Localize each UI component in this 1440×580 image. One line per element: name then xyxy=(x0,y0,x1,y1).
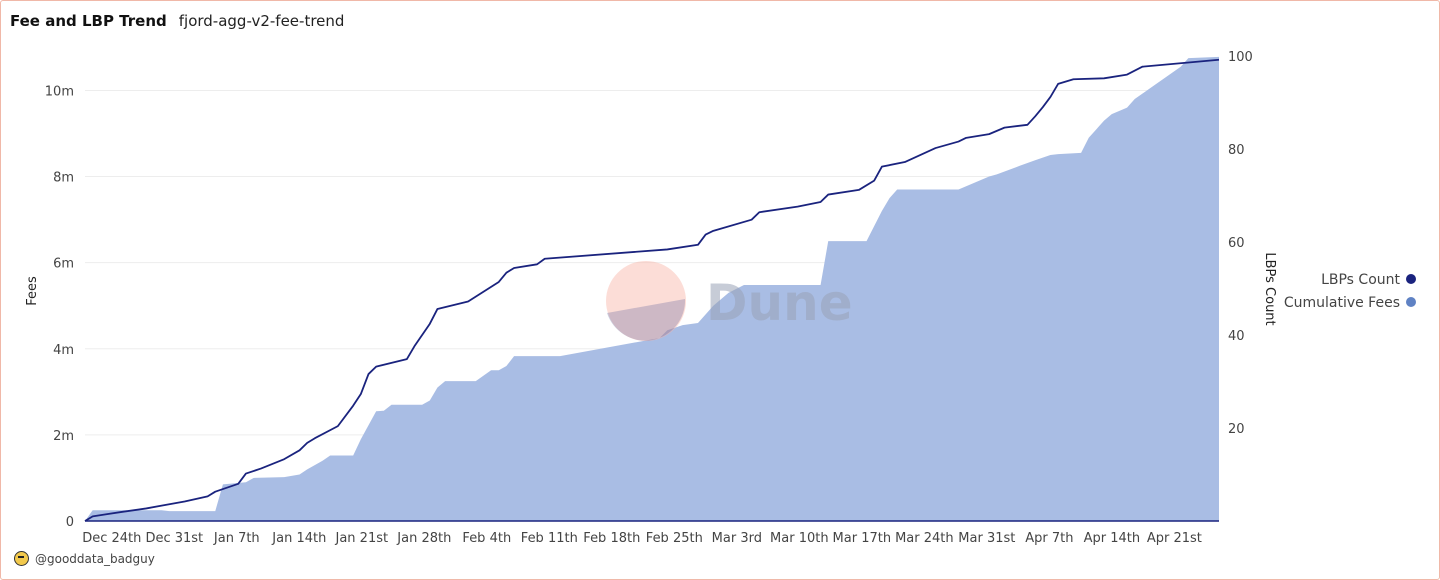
chart-svg: Dune 0 2m 4m 6m 8m 10m 20 40 60 80 100 Dec 24th Dec … xyxy=(25,50,1416,546)
y-right-tick-label: 80 xyxy=(1228,143,1245,158)
y-right-tick-label: 40 xyxy=(1228,329,1245,344)
axes: 0 2m 4m 6m 8m 10m 20 40 60 80 100 Dec 24th Dec 31st J… xyxy=(45,50,1253,546)
x-tick-label: Mar 31st xyxy=(958,531,1015,546)
chart-header: Fee and LBP Trend fjord-agg-v2-fee-trend xyxy=(10,12,344,30)
y-right-tick-label: 100 xyxy=(1228,50,1253,65)
x-tick-label: Jan 7th xyxy=(213,531,260,546)
fees-area xyxy=(85,56,1219,521)
legend-label-lbps[interactable]: LBPs Count xyxy=(1321,272,1400,288)
footer: @gooddata_badguy xyxy=(14,551,155,566)
author-handle[interactable]: @gooddata_badguy xyxy=(35,551,155,566)
y-right-tick-label: 60 xyxy=(1228,236,1245,251)
x-tick-label: Jan 14th xyxy=(271,531,326,546)
lbp-line xyxy=(84,58,1220,522)
x-tick-label: Mar 10th xyxy=(770,531,829,546)
y-right-axis-label: LBPs Count xyxy=(1262,252,1277,325)
legend: LBPs Count Cumulative Fees xyxy=(1284,272,1416,311)
dune-logo-icon xyxy=(606,261,686,341)
x-tick-label: Mar 24th xyxy=(895,531,954,546)
y-left-tick-label: 8m xyxy=(53,171,74,186)
chart-title: Fee and LBP Trend xyxy=(10,12,167,30)
y-left-tick-label: 6m xyxy=(53,257,74,272)
y-left-tick-label: 2m xyxy=(53,429,74,444)
chart-subtitle: fjord-agg-v2-fee-trend xyxy=(178,12,345,30)
legend-label-fees[interactable]: Cumulative Fees xyxy=(1284,295,1400,311)
y-left-tick-label: 0 xyxy=(66,515,74,530)
fees-area-path xyxy=(85,56,1219,521)
x-tick-label: Apr 14th xyxy=(1084,531,1141,546)
y-left-tick-label: 10m xyxy=(45,84,74,99)
x-tick-label: Feb 11th xyxy=(521,531,578,546)
x-tick-label: Jan 21st xyxy=(335,531,389,546)
x-tick-label: Mar 3rd xyxy=(712,531,762,546)
dune-logo-shade xyxy=(607,299,686,341)
x-tick-label: Mar 17th xyxy=(833,531,892,546)
x-tick-label: Apr 7th xyxy=(1025,531,1073,546)
watermark-text: Dune xyxy=(706,274,853,332)
y-right-tick-label: 20 xyxy=(1228,422,1245,437)
x-tick-label: Feb 18th xyxy=(583,531,640,546)
y-left-tick-label: 4m xyxy=(53,343,74,358)
x-tick-label: Jan 28th xyxy=(396,531,451,546)
x-tick-label: Feb 4th xyxy=(462,531,511,546)
dune-watermark: Dune xyxy=(606,261,853,341)
lbp-line-path xyxy=(84,58,1220,522)
legend-dot-lbps[interactable] xyxy=(1406,274,1416,284)
x-tick-label: Feb 25th xyxy=(646,531,703,546)
y-left-axis-label: Fees xyxy=(25,276,40,306)
author-avatar-icon xyxy=(14,551,29,566)
x-tick-label: Dec 24th xyxy=(82,531,141,546)
x-tick-label: Dec 31st xyxy=(145,531,203,546)
x-tick-label: Apr 21st xyxy=(1147,531,1202,546)
legend-dot-fees[interactable] xyxy=(1406,297,1416,307)
